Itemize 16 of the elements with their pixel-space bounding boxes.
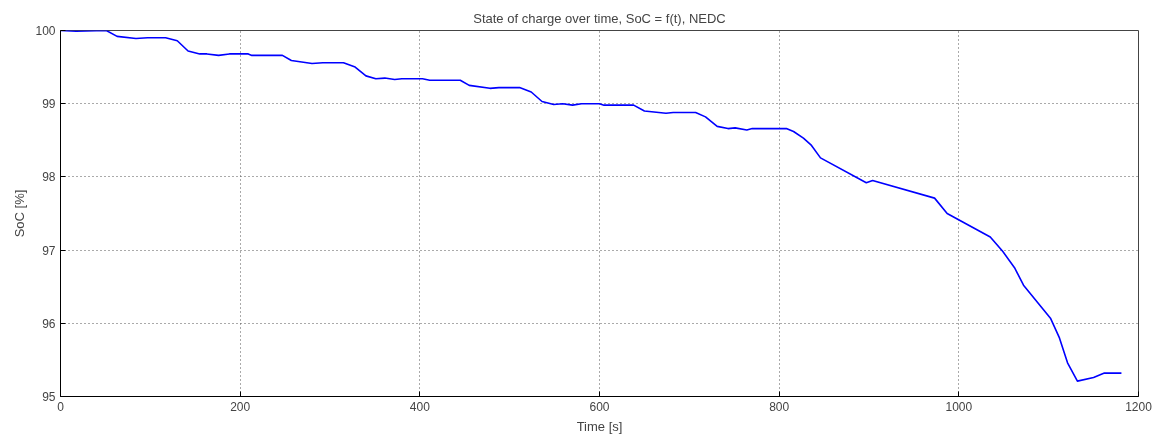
x-tick-label: 0: [57, 399, 65, 414]
y-tick-label: 96: [42, 316, 56, 331]
x-axis-title: Time [s]: [576, 418, 623, 434]
x-tick-label: 200: [230, 399, 251, 414]
y-tick-label: 100: [35, 24, 56, 38]
y-tick-label: 95: [42, 390, 56, 404]
y-tick-label: 99: [42, 97, 56, 112]
x-tick-label: 600: [589, 399, 610, 414]
x-tick-label: 400: [409, 399, 431, 414]
x-tick-label: 800: [769, 399, 790, 414]
x-tick-label: 1000: [945, 399, 973, 414]
x-tick-label: 1200: [1125, 399, 1153, 414]
y-tick-label: 98: [42, 170, 56, 185]
y-tick-label: 97: [42, 243, 56, 258]
chart-title: State of charge over time, SoC = f(t), NEDC: [473, 10, 726, 26]
y-axis-title: SoC [%]: [12, 189, 28, 238]
